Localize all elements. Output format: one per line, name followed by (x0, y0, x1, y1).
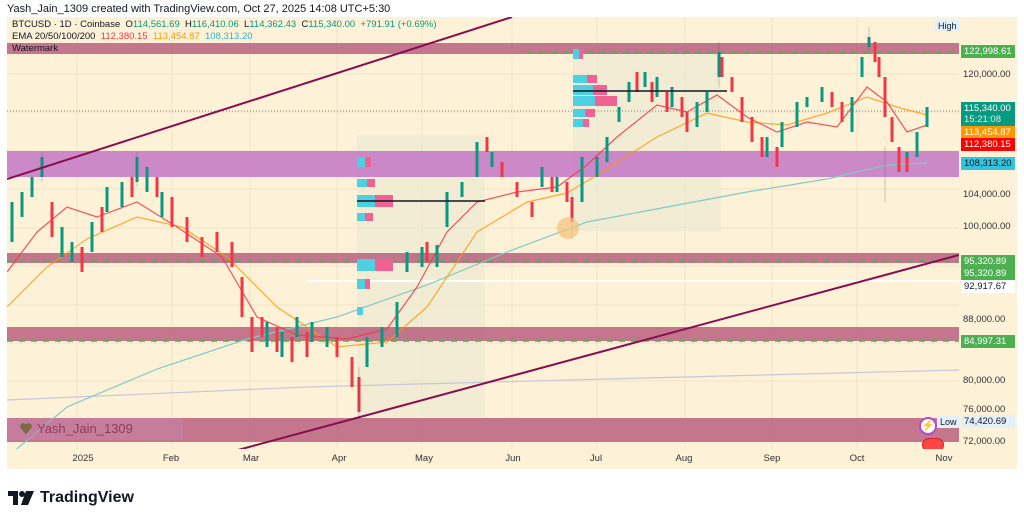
tradingview-logo[interactable]: TradingView (8, 489, 134, 507)
level-c-tag: 92,917.67 (961, 280, 1015, 293)
ema-label: EMA 20/50/100/200 (12, 31, 96, 42)
price-chart-svg (7, 17, 959, 449)
ema100-tag: 108,313.20 (961, 157, 1015, 170)
event-icon-bolt[interactable]: ⚡ (919, 417, 937, 435)
time-axis[interactable]: 2025 Feb Mar Apr May Jun Jul Aug Sep Oct… (72, 453, 953, 464)
low-level-tag: 74,420.69 (961, 415, 1015, 428)
change-value: +791.91 (+0.69%) (360, 19, 437, 30)
close-value: 115,340.00 (308, 19, 356, 30)
symbol-label[interactable]: BTCUSD · 1D · Coinbase (12, 19, 121, 30)
heart-icon (20, 423, 32, 435)
open-value: 114,561.69 (132, 19, 180, 30)
level-d-tag: 84,997.31 (961, 335, 1015, 348)
ema-row[interactable]: EMA 20/50/100/200 112,380.15 113,454.87 … (12, 31, 437, 43)
level-b-tag: 95,320.89 (961, 267, 1015, 280)
ema20-tag: 112,380.15 (961, 138, 1015, 151)
price-axis[interactable]: 120,000.00 104,000.00 100,000.00 88,000.… (959, 17, 1017, 449)
ohlc-row: BTCUSD · 1D · Coinbase O114,561.69 H116,… (12, 19, 437, 30)
plot-area[interactable]: BTCUSD · 1D · Coinbase O114,561.69 H116,… (7, 17, 959, 449)
last-price-tag: 115,340.00 15:21:08 (961, 102, 1015, 126)
ema100-value: 108,313.20 (205, 31, 253, 42)
high-level-tag: 122,998.61 (961, 45, 1015, 58)
low-value: 114,362.43 (249, 19, 297, 30)
tradingview-logo-icon (8, 491, 34, 505)
ema20-value: 112,380.15 (100, 31, 148, 42)
watermark-username: Yash_Jain_1309 (7, 418, 183, 440)
chart-legend: BTCUSD · 1D · Coinbase O114,561.69 H116,… (12, 19, 437, 55)
high-value: 116,410.06 (191, 19, 239, 30)
high-badge: High (935, 20, 959, 32)
level-a-tag: 95,320.89 (961, 255, 1015, 268)
event-icon-us-flag[interactable] (922, 438, 944, 449)
bar-countdown: 15:21:08 (964, 114, 1001, 125)
ema50-tag: 113,454.87 (961, 126, 1015, 139)
brand-name: TradingView (40, 489, 134, 506)
chart-credit: Yash_Jain_1309 created with TradingView.… (7, 3, 391, 15)
ema50-value: 113,454.87 (152, 31, 200, 42)
watermark-indicator-label[interactable]: Watermark (12, 43, 59, 54)
low-badge: Low (937, 416, 959, 428)
chart-frame: BTCUSD · 1D · Coinbase O114,561.69 H116,… (7, 17, 1017, 469)
